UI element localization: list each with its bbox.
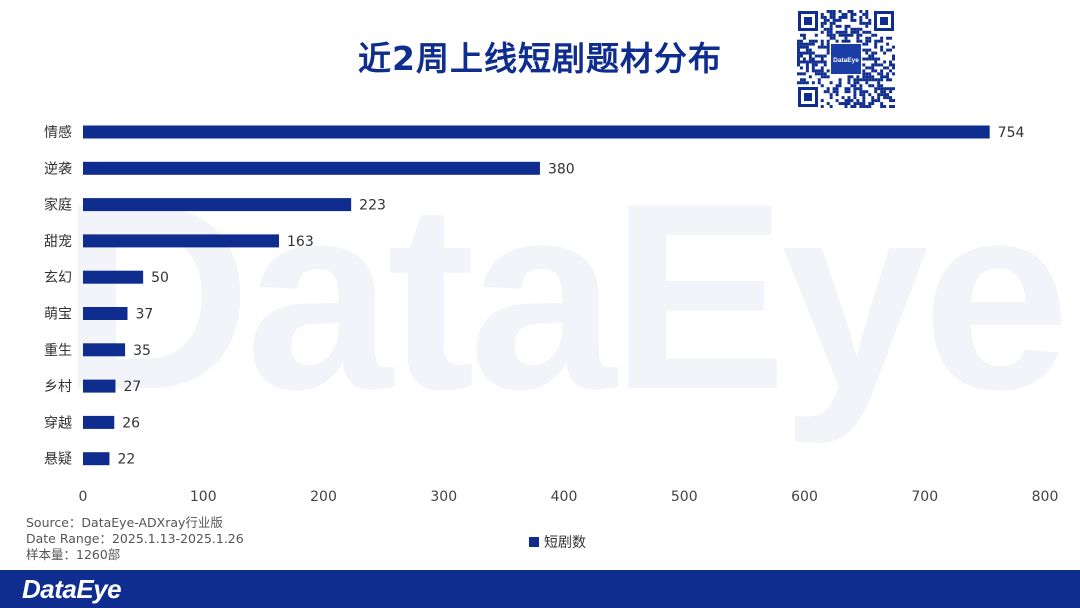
- x-tick-label: 300: [430, 489, 457, 505]
- data-label: 380: [548, 161, 575, 177]
- data-label: 27: [123, 379, 141, 395]
- x-tick-label: 200: [310, 489, 337, 505]
- x-tick-label: 700: [911, 489, 938, 505]
- bar: [83, 270, 144, 284]
- legend-label: 短剧数: [544, 535, 586, 551]
- x-tick-label: 800: [1032, 489, 1059, 505]
- category-label: 悬疑: [44, 452, 72, 468]
- chart-legend: 短剧数: [529, 532, 586, 552]
- source-line: Source：DataEye-ADXray行业版: [26, 515, 223, 530]
- bar: [83, 415, 115, 429]
- data-label: 163: [287, 234, 314, 250]
- x-tick-label: 400: [551, 489, 578, 505]
- category-label: 玄幻: [44, 269, 72, 286]
- data-label: 37: [135, 307, 153, 323]
- bar: [83, 307, 128, 320]
- date-range-line: Date Range：2025.1.13-2025.1.26: [26, 531, 244, 546]
- category-label: 甜宠: [44, 234, 72, 250]
- source-note: Source：DataEye-ADXray行业版 Date Range：2025…: [26, 515, 244, 563]
- data-label: 754: [998, 125, 1025, 141]
- category-label: 重生: [44, 343, 72, 359]
- bar: [83, 198, 352, 212]
- category-label: 逆袭: [44, 161, 72, 177]
- category-label: 乡村: [44, 379, 72, 395]
- data-label: 22: [117, 452, 135, 468]
- category-label: 情感: [44, 124, 72, 141]
- sample-size-line: 样本量：1260部: [26, 547, 121, 562]
- category-label: 家庭: [44, 197, 72, 214]
- data-label: 50: [151, 270, 169, 286]
- data-label: 223: [359, 198, 386, 214]
- category-label: 穿越: [44, 415, 72, 431]
- footer-bar: DataEye: [0, 570, 1080, 608]
- x-tick-label: 500: [671, 489, 698, 505]
- bar: [83, 379, 116, 393]
- bar: [83, 452, 110, 466]
- data-label: 35: [133, 343, 151, 359]
- data-label: 26: [122, 415, 140, 431]
- legend-swatch: [529, 537, 539, 547]
- bar: [83, 234, 280, 248]
- qr-code-icon: DataEye: [797, 10, 895, 108]
- footer-logo: DataEye: [22, 574, 122, 604]
- x-tick-label: 600: [791, 489, 818, 505]
- bar: [83, 161, 540, 175]
- x-tick-label: 0: [79, 489, 88, 505]
- bar: [83, 343, 126, 357]
- x-tick-label: 100: [190, 489, 217, 505]
- bar: [83, 125, 990, 139]
- chart-title: 近2周上线短剧题材分布: [358, 39, 722, 78]
- qr-logo-text: DataEye: [833, 57, 859, 64]
- category-label: 萌宝: [44, 307, 72, 323]
